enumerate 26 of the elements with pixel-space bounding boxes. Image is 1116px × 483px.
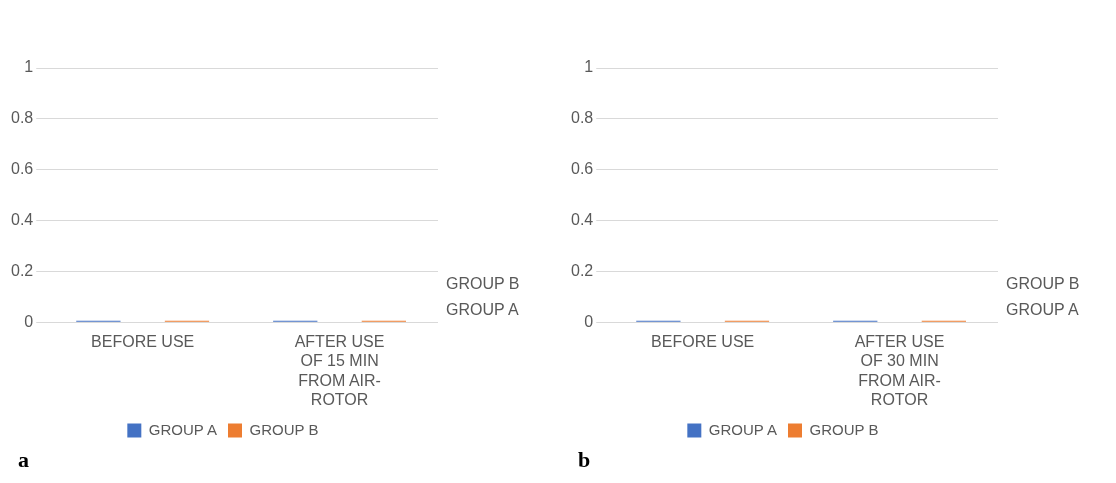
legend-label: GROUP B xyxy=(809,420,879,438)
x-tick-label: AFTER USE OF 30 MIN FROM AIR-ROTOR xyxy=(854,333,945,408)
y-tick-label: 0.4 xyxy=(570,210,594,228)
x-tick-label: BEFORE USE xyxy=(651,333,755,351)
text: GROUP B xyxy=(446,275,520,293)
legend-label: GROUP A xyxy=(148,420,217,438)
y-tick-label: 0.6 xyxy=(10,160,34,178)
text: a xyxy=(18,447,29,473)
x-tick-label: AFTER USE OF 15 MIN FROM AIR-ROTOR xyxy=(294,333,385,408)
x-tick-label: BEFORE USE xyxy=(91,333,195,351)
y-tick-label: 0.8 xyxy=(570,109,594,127)
text: GROUP A xyxy=(446,301,519,319)
y-tick-label: 1 xyxy=(584,58,594,76)
legend-label: GROUP B xyxy=(249,420,319,438)
y-tick-label: 1 xyxy=(24,58,34,76)
y-tick-label: 0 xyxy=(584,312,594,330)
y-tick-label: 0.4 xyxy=(10,210,34,228)
text: b xyxy=(578,447,591,473)
y-tick-label: 0.8 xyxy=(10,109,34,127)
text: GROUP A xyxy=(1006,301,1079,319)
text: GROUP B xyxy=(1006,275,1080,293)
y-tick-label: 0.2 xyxy=(570,261,594,279)
legend-label: GROUP A xyxy=(708,420,777,438)
y-tick-label: 0.6 xyxy=(570,160,594,178)
y-tick-label: 0.2 xyxy=(10,261,34,279)
y-tick-label: 0 xyxy=(24,312,34,330)
